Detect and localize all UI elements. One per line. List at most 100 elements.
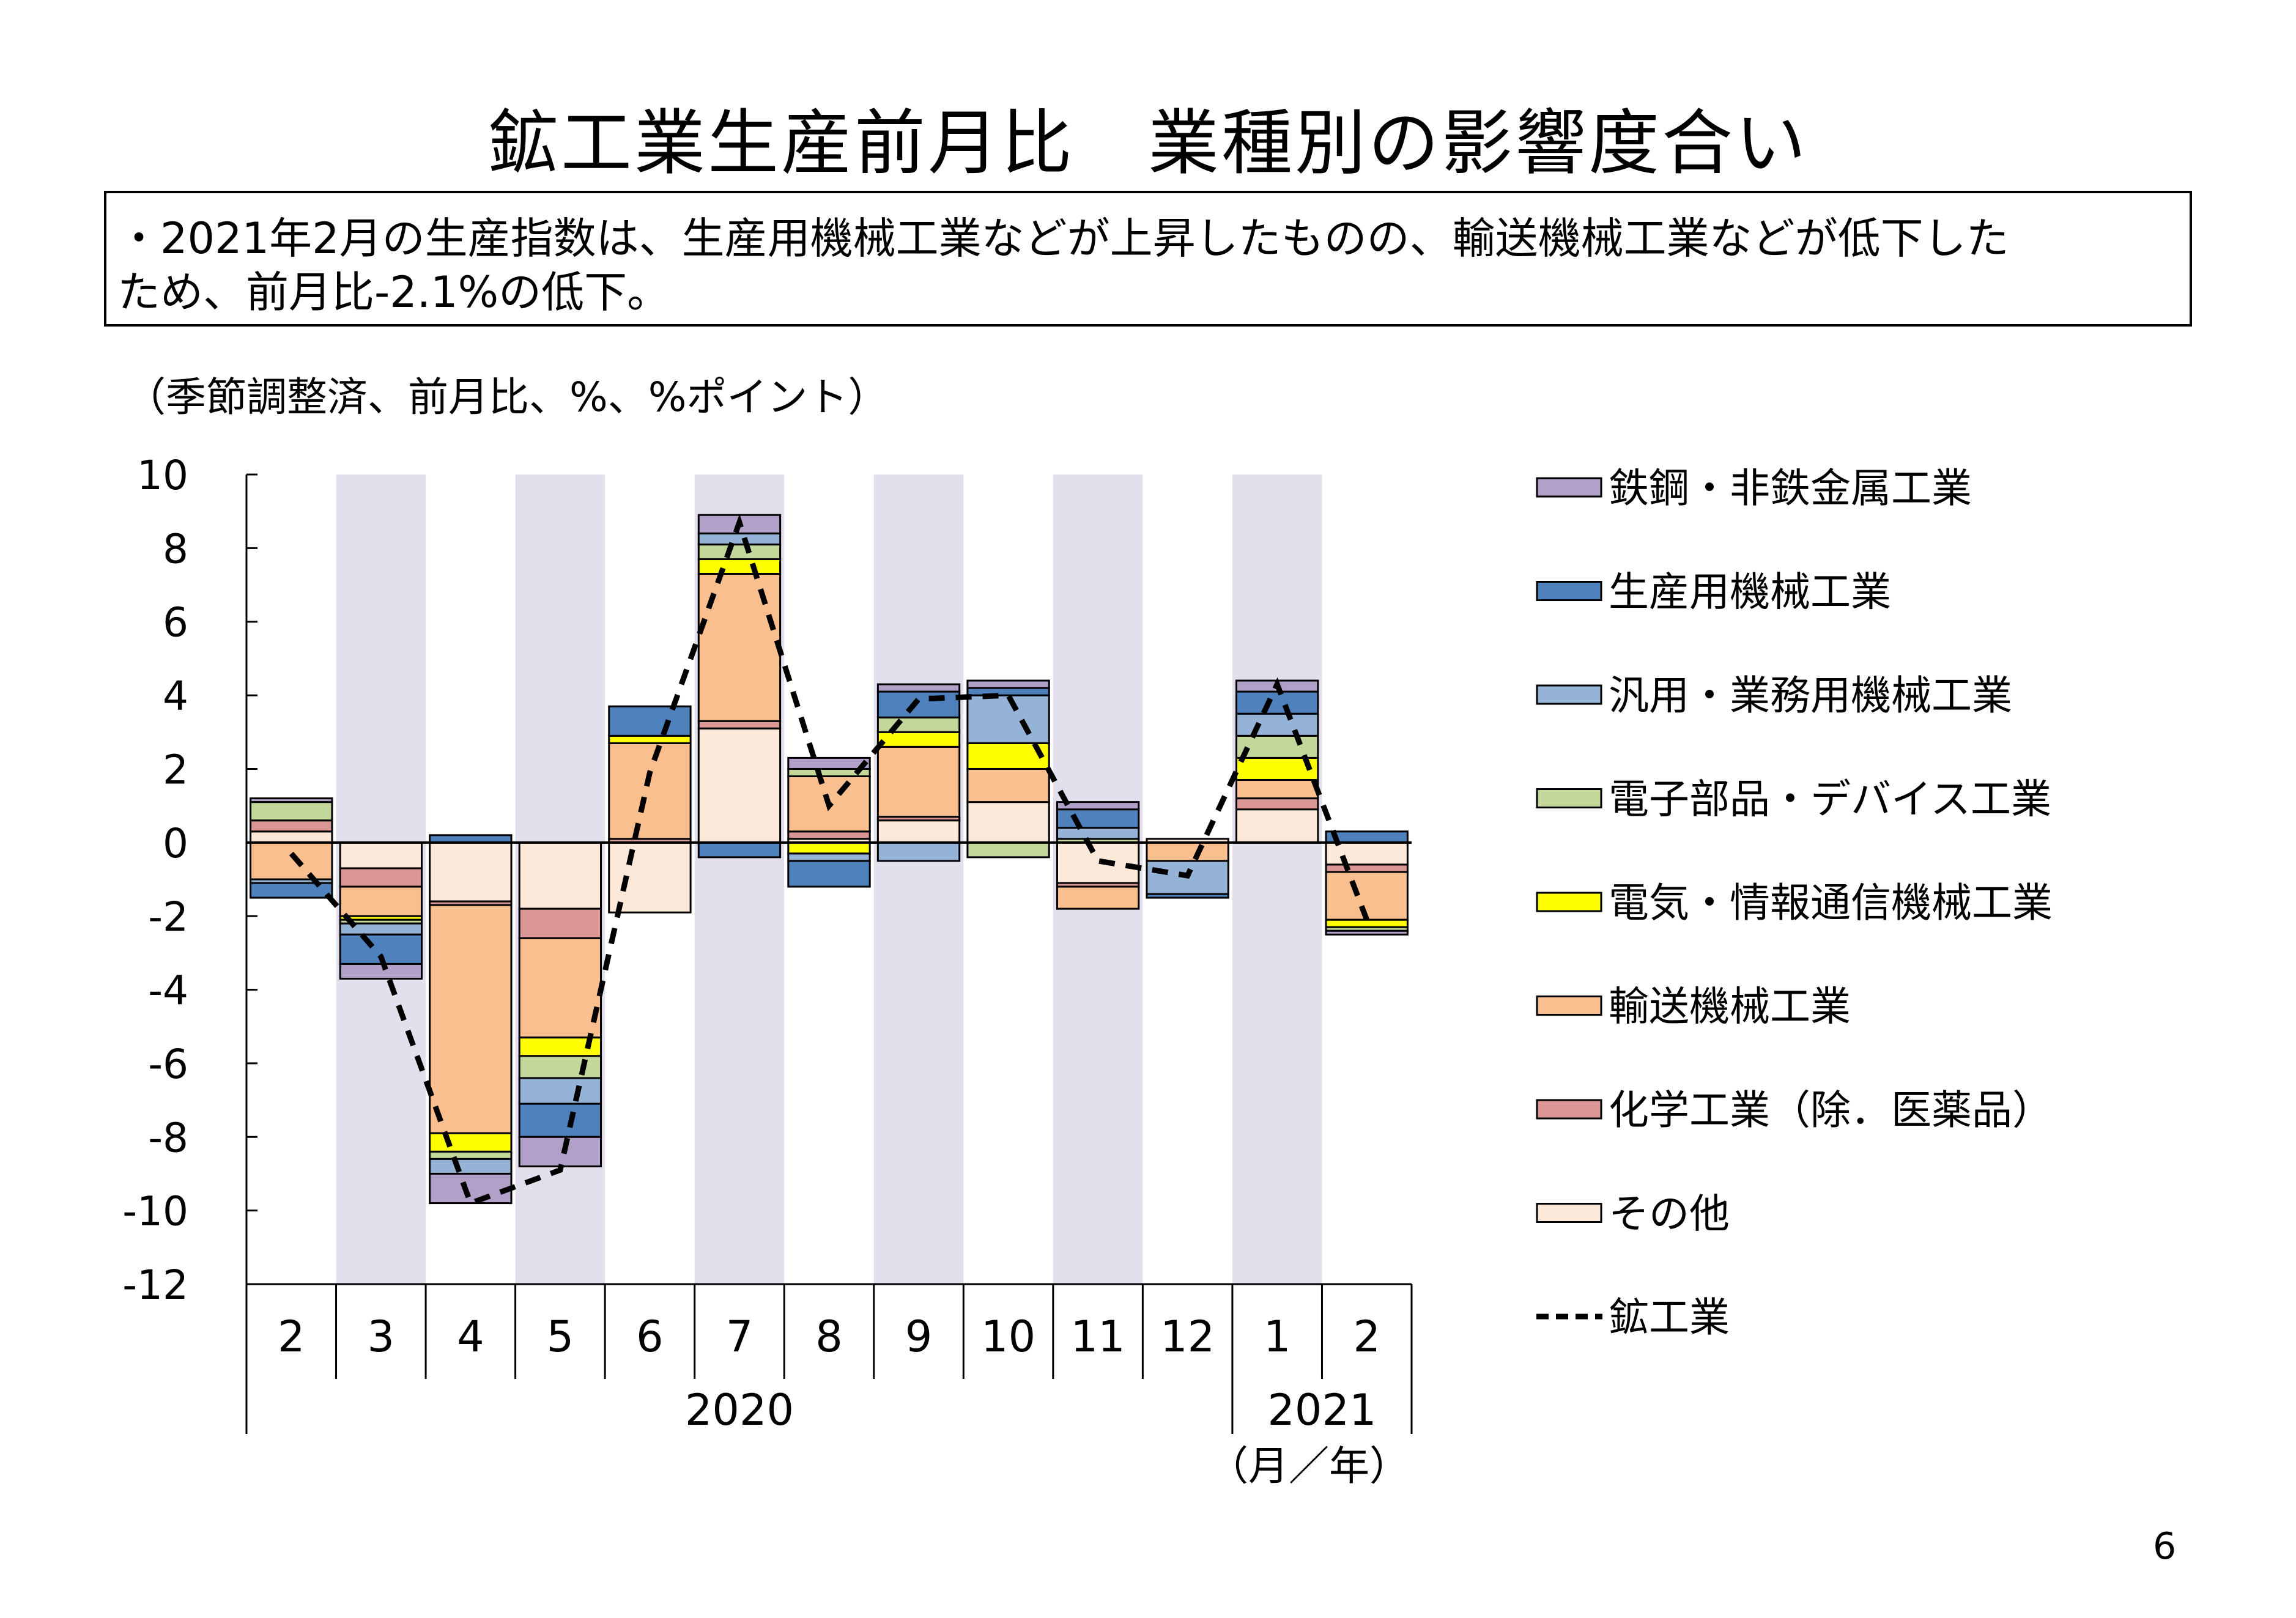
bar-segment (697, 532, 782, 545)
bar-segment (339, 962, 423, 980)
year-label: 2020 (685, 1385, 794, 1435)
bar-segment (518, 907, 602, 939)
bar-segment (697, 720, 782, 730)
bar-segment (876, 690, 961, 718)
bar-segment (429, 904, 513, 1134)
bar-segment (429, 1158, 513, 1175)
bar-segment (250, 830, 333, 844)
legend-swatch (1536, 1099, 1602, 1120)
bar-segment (787, 841, 871, 855)
bar-segment (608, 705, 692, 737)
bar-segment (250, 819, 333, 833)
y-tick-label: 6 (163, 599, 188, 646)
y-tick-label: 2 (163, 746, 188, 793)
bar-segment (966, 694, 1050, 744)
bar-segment (429, 1150, 513, 1160)
bar-segment (787, 830, 871, 840)
legend-label: 鉱工業 (1609, 1294, 1730, 1341)
legend-swatch (1536, 892, 1602, 912)
bar-segment (250, 801, 333, 822)
bar-segment (876, 745, 961, 818)
bar-segment (518, 1077, 602, 1105)
bar-segment (966, 679, 1050, 689)
x-tick-label: 10 (981, 1312, 1035, 1362)
bar-segment (518, 1055, 602, 1079)
bar-segment (1325, 863, 1409, 873)
bar-segment (876, 731, 961, 748)
bar-segment (1146, 893, 1229, 899)
x-tick-label: 7 (726, 1312, 754, 1362)
legend-label: 電気・情報通信機械工業 (1609, 879, 2053, 926)
x-tick-label: 2 (1353, 1312, 1380, 1362)
y-tick-label: -6 (148, 1041, 188, 1088)
bar-segment (1056, 801, 1140, 811)
legend-swatch (1536, 581, 1602, 601)
legend-swatch (1536, 1203, 1602, 1223)
y-tick-label: -10 (122, 1188, 188, 1235)
y-tick-label: 8 (163, 525, 188, 572)
legend-swatch (1536, 996, 1602, 1016)
legend-label: 汎用・業務用機械工業 (1609, 672, 2012, 719)
bar-segment (1325, 929, 1409, 936)
bar-segment (787, 852, 871, 862)
bar-segment (608, 841, 692, 914)
bar-segment (429, 1132, 513, 1153)
bar-segment (518, 937, 602, 1039)
bar-segment (876, 683, 961, 693)
bar-segment (1056, 841, 1140, 884)
x-tick-label: 11 (1071, 1312, 1125, 1362)
bar-segment (1056, 827, 1140, 840)
bar-segment (608, 742, 692, 840)
y-tick-label: 0 (163, 820, 188, 867)
bar-segment (1056, 885, 1140, 910)
x-tick-label: 1 (1264, 1312, 1291, 1362)
bar-segment (697, 841, 782, 859)
bar-segment (966, 767, 1050, 803)
bar-segment (1325, 918, 1409, 928)
legend-label: 鉄鋼・非鉄金属工業 (1609, 465, 1972, 512)
bar-segment (1325, 871, 1409, 921)
bar-segment (518, 841, 602, 910)
legend-label: 電子部品・デバイス工業 (1609, 776, 2051, 823)
legend-label: 輸送機械工業 (1609, 983, 1851, 1030)
year-label: 2021 (1267, 1385, 1376, 1435)
y-tick-label: -4 (148, 967, 188, 1014)
bar-segment (1235, 712, 1319, 737)
bar-segment (1146, 841, 1229, 862)
y-tick-label: -2 (148, 893, 188, 940)
legend-label: 生産用機械工業 (1609, 569, 1891, 616)
bar-segment (787, 860, 871, 888)
bar-segment (518, 1136, 602, 1167)
bar-segment (966, 801, 1050, 844)
bar-segment (1056, 808, 1140, 829)
bar-segment (1325, 841, 1409, 866)
bar-segment (339, 841, 423, 870)
unit-note: （季節調整済、前月比、%、%ポイント） (125, 374, 888, 421)
total-line-path (289, 514, 1369, 1207)
bar-segment (876, 819, 961, 844)
y-tick-label: 4 (163, 673, 188, 720)
bar-segment (966, 841, 1050, 859)
bar-segment (339, 867, 423, 888)
legend-swatch (1536, 477, 1602, 498)
x-tick-label: 3 (368, 1312, 395, 1362)
bar-segment (1235, 779, 1319, 800)
page-title: 鉱工業生産前月比 業種別の影響度合い (487, 102, 1809, 185)
x-tick-label: 2 (278, 1312, 305, 1362)
x-tick-label: 12 (1160, 1312, 1215, 1362)
bar-segment (250, 797, 333, 803)
total-line (289, 514, 1369, 1207)
x-tick-label: 4 (457, 1312, 484, 1362)
x-tick-label: 6 (636, 1312, 664, 1362)
x-tick-label: 9 (905, 1312, 933, 1362)
legend-swatch (1536, 788, 1602, 808)
y-tick-label: -12 (122, 1262, 188, 1309)
x-tick-label: 5 (547, 1312, 574, 1362)
legend-label: その他 (1609, 1191, 1730, 1238)
y-tick-label: -8 (148, 1114, 188, 1161)
bar-segment (429, 841, 513, 903)
bar-segment (697, 543, 782, 560)
x-unit-label: （月／年） (1208, 1443, 1410, 1490)
